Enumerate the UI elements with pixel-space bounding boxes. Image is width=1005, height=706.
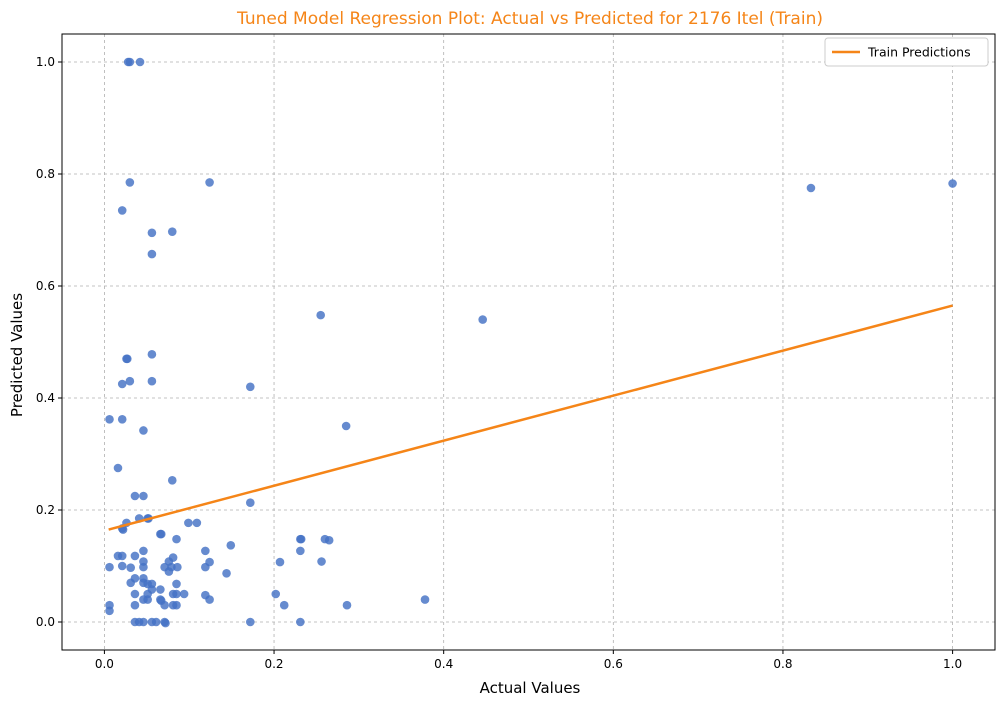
scatter-point <box>147 249 157 259</box>
scatter-point <box>117 551 127 561</box>
scatter-point <box>179 589 189 599</box>
legend-box <box>824 37 989 67</box>
grid <box>62 34 995 650</box>
scatter-point <box>139 426 148 435</box>
scatter-point <box>125 178 135 187</box>
scatter-point <box>130 491 140 501</box>
scatter-points <box>105 57 957 628</box>
scatter-point <box>192 518 202 528</box>
scatter-point <box>123 354 132 364</box>
x-tick-label: 0.4 <box>434 657 453 671</box>
x-tick-label: 1.0 <box>943 657 962 671</box>
scatter-point <box>342 600 352 610</box>
scatter-point <box>126 563 136 572</box>
axis-ticks: 0.0 0.2 0.4 0.6 0.8 1.0 0.0 0.2 0.4 0.6 0.8 1.0 <box>36 55 962 671</box>
scatter-point <box>271 589 281 599</box>
scatter-point <box>184 518 193 528</box>
y-tick-label: 0.8 <box>36 167 55 181</box>
scatter-point <box>420 595 430 604</box>
y-tick-label: 0.6 <box>36 279 55 293</box>
scatter-point <box>478 315 487 324</box>
x-tick-label: 0.0 <box>95 657 114 671</box>
scatter-point <box>172 534 181 544</box>
scatter-point <box>201 546 210 556</box>
scatter-point <box>130 551 140 561</box>
scatter-point <box>147 228 157 238</box>
scatter-point <box>130 589 140 599</box>
y-tick-label: 0.2 <box>36 503 55 517</box>
chart-title: Tuned Model Regression Plot: Actual vs P… <box>236 9 823 29</box>
scatter-point <box>117 379 127 389</box>
scatter-point <box>172 589 181 599</box>
scatter-point <box>201 562 210 572</box>
scatter-point <box>156 585 165 594</box>
scatter-point <box>126 578 136 588</box>
scatter-point <box>139 546 148 556</box>
scatter-point <box>113 463 123 473</box>
y-tick-label: 0.4 <box>36 391 55 405</box>
legend: Train Predictions <box>824 37 989 67</box>
scatter-point <box>222 568 231 578</box>
x-tick-label: 0.6 <box>604 657 623 671</box>
scatter-point <box>205 178 214 187</box>
scatter-point <box>147 376 157 386</box>
scatter-point <box>806 183 816 193</box>
y-tick-label: 0.0 <box>36 615 55 629</box>
scatter-point <box>948 179 957 188</box>
scatter-point <box>139 491 148 501</box>
scatter-point <box>164 567 174 576</box>
scatter-point <box>173 562 182 572</box>
scatter-point <box>105 414 114 424</box>
x-tick-label: 0.8 <box>773 657 792 671</box>
scatter-point <box>139 562 148 572</box>
scatter-point <box>147 350 157 359</box>
x-axis-title: Actual Values <box>480 679 581 697</box>
scatter-point <box>151 617 161 627</box>
scatter-point <box>143 595 152 604</box>
scatter-point <box>245 498 255 508</box>
scatter-point <box>245 382 255 392</box>
scatter-point <box>275 557 285 567</box>
scatter-point <box>125 57 135 67</box>
scatter-point <box>226 540 236 550</box>
scatter-point <box>317 557 326 566</box>
scatter-point <box>316 310 325 320</box>
legend-label: Train Predictions <box>867 45 971 60</box>
scatter-point <box>296 617 305 627</box>
scatter-point <box>172 600 181 610</box>
scatter-point <box>117 206 127 215</box>
scatter-point <box>167 476 177 485</box>
y-tick-label: 1.0 <box>36 55 55 69</box>
scatter-point <box>117 561 127 571</box>
scatter-point <box>324 535 334 545</box>
scatter-point <box>105 606 114 616</box>
plot-frame <box>61 33 996 651</box>
scatter-point <box>117 414 127 424</box>
scatter-point <box>245 617 255 627</box>
scatter-point <box>296 546 305 556</box>
scatter-point <box>125 376 135 386</box>
scatter-point <box>296 534 306 544</box>
scatter-point <box>279 600 289 610</box>
scatter-point <box>139 617 148 627</box>
regression-line <box>108 304 953 531</box>
y-axis-title: Predicted Values <box>8 293 26 417</box>
scatter-point <box>156 529 166 539</box>
scatter-point <box>130 600 140 610</box>
scatter-point <box>172 579 181 589</box>
scatter-point <box>341 421 351 431</box>
scatter-point <box>160 600 169 610</box>
scatter-point <box>205 595 214 604</box>
scatter-point <box>105 562 114 572</box>
regression-line-layer <box>108 304 953 531</box>
scatter-point <box>167 227 177 236</box>
scatter-point <box>161 618 170 628</box>
x-tick-label: 0.2 <box>264 657 283 671</box>
scatter-point <box>135 57 145 67</box>
